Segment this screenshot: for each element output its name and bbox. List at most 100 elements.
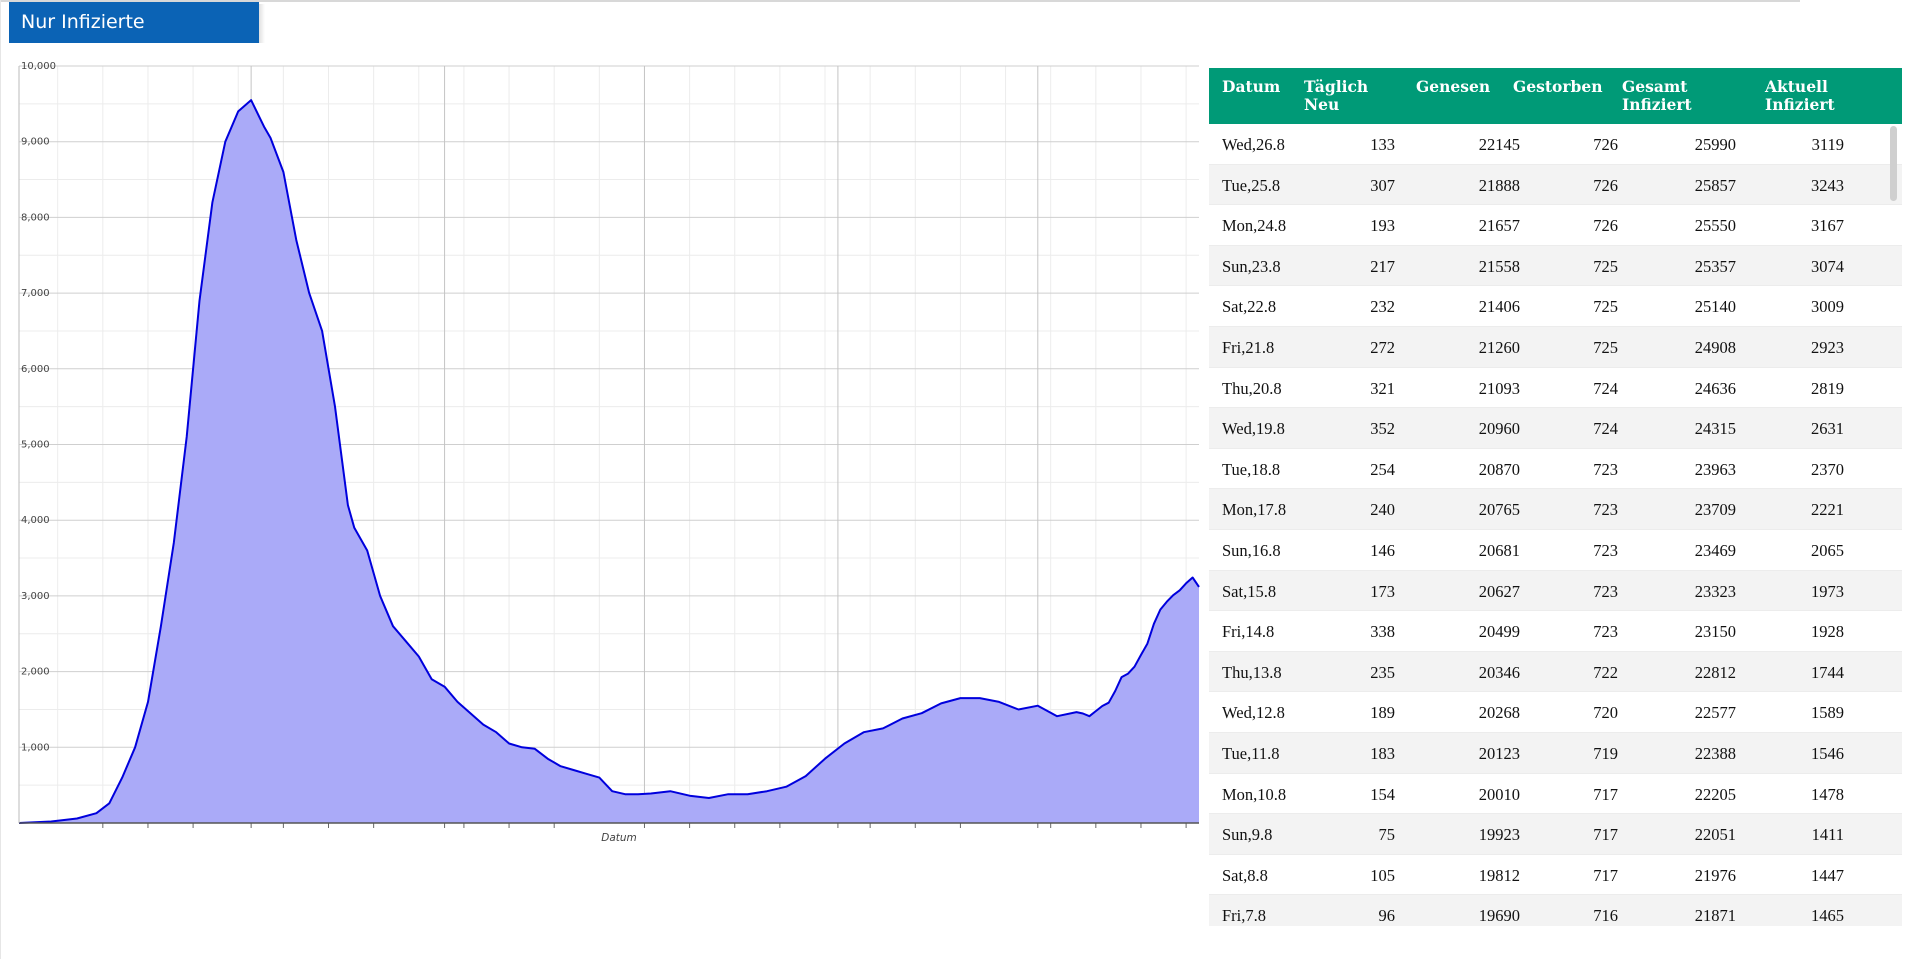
table-cell: 1465 — [1811, 906, 1844, 926]
table-cell: 726 — [1593, 175, 1618, 195]
table-cell: 23150 — [1694, 622, 1736, 642]
table-cell: 21093 — [1478, 378, 1520, 398]
table-cell: 717 — [1593, 784, 1618, 804]
table-cell: 20681 — [1478, 540, 1520, 560]
table-cell: 189 — [1370, 703, 1395, 723]
table-cell: Tue,18.8 — [1222, 459, 1281, 479]
table-cell: 24908 — [1694, 337, 1736, 357]
chart-title-tab[interactable]: Nur Infizierte — [9, 2, 259, 43]
column-header[interactable]: Genesen — [1416, 78, 1490, 96]
table-cell: 726 — [1593, 216, 1618, 236]
table-cell: 24636 — [1694, 378, 1736, 398]
table-cell: 105 — [1370, 865, 1395, 885]
table-cell: 20870 — [1478, 459, 1520, 479]
table-cell: Tue,25.8 — [1222, 175, 1281, 195]
table-cell: 723 — [1593, 540, 1618, 560]
table-cell: 338 — [1370, 622, 1395, 642]
table-cell: Thu,20.8 — [1222, 378, 1282, 398]
y-tick-label: 6,000 — [21, 364, 50, 375]
table-row: Wed,19.8 352 20960 724 24315 2631 — [1209, 408, 1902, 449]
table-cell: 717 — [1593, 865, 1618, 885]
table-cell: 20499 — [1478, 622, 1520, 642]
y-tick-label: 4,000 — [21, 515, 50, 526]
table-cell: 3167 — [1811, 216, 1844, 236]
table-row: Sat,8.8 105 19812 717 21976 1447 — [1209, 855, 1902, 896]
table-cell: 193 — [1370, 216, 1395, 236]
column-header-line1: Genesen — [1416, 77, 1491, 96]
table-cell: 235 — [1370, 662, 1395, 682]
table-cell: 25140 — [1694, 297, 1736, 317]
table-cell: 24315 — [1694, 419, 1736, 439]
column-header[interactable]: Täglich Neu — [1304, 78, 1368, 114]
table-cell: Fri,21.8 — [1222, 337, 1275, 357]
table-cell: 726 — [1593, 135, 1618, 154]
column-header[interactable]: Gestorben — [1513, 78, 1602, 96]
table-cell: 1478 — [1811, 784, 1844, 804]
table-cell: 20123 — [1478, 743, 1520, 763]
table-cell: 183 — [1370, 743, 1395, 763]
table-row: Fri,14.8 338 20499 723 23150 1928 — [1209, 611, 1902, 652]
table-cell: 21657 — [1478, 216, 1520, 236]
table-cell: 25357 — [1694, 256, 1736, 276]
table-cell: 307 — [1370, 175, 1395, 195]
table-cell: 254 — [1370, 459, 1395, 479]
y-tick-label: 7,000 — [21, 288, 50, 299]
table-cell: 23963 — [1694, 459, 1736, 479]
table-cell: Fri,7.8 — [1222, 906, 1267, 926]
column-header[interactable]: Gesamt Infiziert — [1622, 78, 1692, 114]
table-scrollbar[interactable] — [1890, 126, 1897, 201]
table-cell: 724 — [1593, 419, 1618, 439]
table-cell: 720 — [1593, 703, 1618, 723]
table-cell: 19690 — [1478, 906, 1520, 926]
table-cell: Sat,22.8 — [1222, 297, 1277, 317]
table-cell: 2819 — [1811, 378, 1844, 398]
table-cell: Sat,8.8 — [1222, 865, 1268, 885]
table-row: Fri,21.8 272 21260 725 24908 2923 — [1209, 326, 1902, 368]
table-cell: Sun,16.8 — [1222, 540, 1281, 560]
table-row: Mon,10.8 154 20010 717 22205 1478 — [1209, 774, 1902, 815]
table-cell: 3009 — [1811, 297, 1844, 317]
table-row: Tue,18.8 254 20870 723 23963 2370 — [1209, 449, 1902, 490]
table-cell: 723 — [1593, 581, 1618, 601]
table-cell: 19923 — [1478, 825, 1520, 845]
table-cell: 20010 — [1478, 784, 1520, 804]
table-row: Mon,24.8 193 21657 726 25550 3167 — [1209, 205, 1902, 246]
table-cell: 2221 — [1811, 500, 1844, 520]
table-cell: 23323 — [1694, 581, 1736, 601]
table-cell: 722 — [1593, 662, 1618, 682]
table-cell: 25857 — [1694, 175, 1736, 195]
infected-area-chart: 1,000 2,000 3,000 4,000 5,000 6,000 7,000 8,000… — [18, 61, 1200, 844]
table-row: Sun,23.8 217 21558 725 25357 3074 — [1209, 245, 1902, 287]
table-body: Wed,26.8 133 22145 726 25990 3119 Tue,25.8 307 2… — [1209, 124, 1902, 926]
table-cell: Fri,14.8 — [1222, 622, 1275, 642]
table-row: Sat,15.8 173 20627 723 23323 1973 — [1209, 570, 1902, 612]
table-cell: 21888 — [1478, 175, 1520, 195]
top-rule — [0, 0, 1800, 2]
table-cell: 21260 — [1478, 337, 1520, 357]
column-header[interactable]: Aktuell Infiziert — [1765, 78, 1835, 114]
table-cell: Sun,9.8 — [1222, 825, 1273, 845]
column-header-line1: Gesamt — [1622, 77, 1688, 96]
table-row: Wed,12.8 189 20268 720 22577 1589 — [1209, 692, 1902, 733]
series-area — [19, 100, 1199, 824]
table-cell: 3243 — [1811, 175, 1844, 195]
left-rule — [0, 0, 1, 959]
table-cell: 22145 — [1478, 135, 1520, 154]
table-cell: 725 — [1593, 256, 1618, 276]
table-cell: 22388 — [1694, 743, 1736, 763]
table-cell: 723 — [1593, 459, 1618, 479]
table-row: Sun,9.8 75 19923 717 22051 1411 — [1209, 814, 1902, 855]
table-row: Thu,20.8 321 21093 724 24636 2819 — [1209, 368, 1902, 409]
table-cell: 20346 — [1478, 662, 1520, 682]
table-cell: 146 — [1370, 540, 1395, 560]
table-row: Mon,17.8 240 20765 723 23709 2221 — [1209, 489, 1902, 530]
table-cell: 724 — [1593, 378, 1618, 398]
table-cell: 2923 — [1811, 337, 1844, 357]
table-cell: 321 — [1370, 378, 1395, 398]
column-header-line2: Infiziert — [1622, 95, 1692, 114]
table-cell: 725 — [1593, 337, 1618, 357]
table-cell: 240 — [1370, 500, 1395, 520]
column-header[interactable]: Datum — [1222, 78, 1280, 96]
y-tick-label: 1,000 — [21, 742, 50, 753]
table-cell: Mon,17.8 — [1222, 500, 1287, 520]
